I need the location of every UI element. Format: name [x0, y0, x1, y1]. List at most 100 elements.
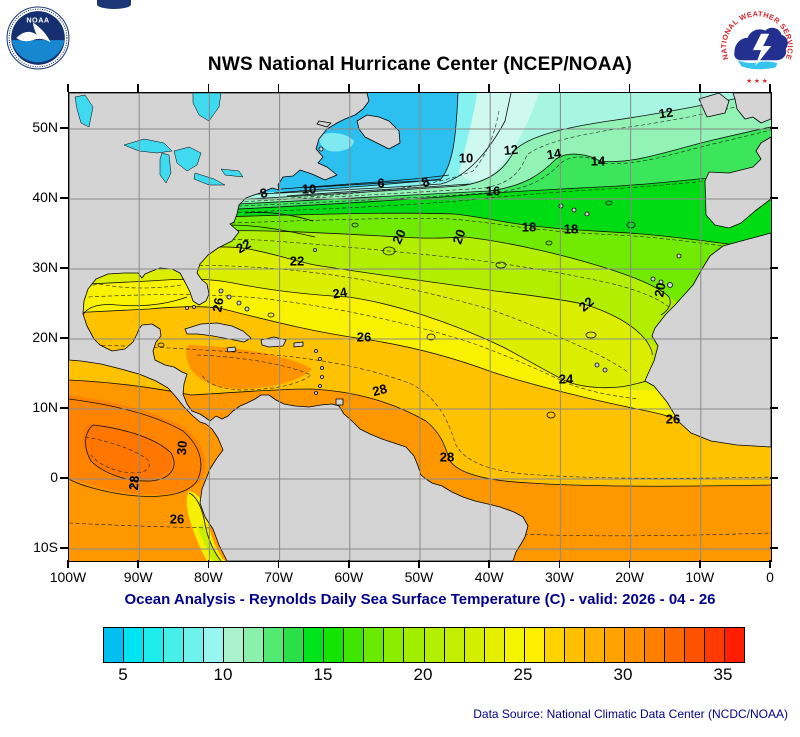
contour-label: 26 [666, 411, 680, 426]
map-tick [60, 477, 68, 479]
colorbar-cell [144, 628, 165, 662]
colorbar-cell [304, 628, 325, 662]
colorbar-tick-label: 30 [613, 665, 633, 684]
noaa-seagull-icon [16, 22, 51, 43]
colorbar-cell [484, 628, 505, 662]
noaa-logo-ring-text [8, 8, 68, 68]
lat-tick-label: 10N [32, 399, 58, 415]
map-tick [60, 547, 68, 549]
map-tick [628, 560, 631, 568]
map-tick [60, 267, 68, 269]
contour-lines [69, 93, 771, 561]
lon-tick-label: 20W [615, 569, 644, 585]
lat-tick-label: 40N [32, 189, 58, 205]
map-tick [418, 84, 420, 92]
lon-tick-label: 30W [544, 569, 574, 585]
colorbar-tick-label: 15 [313, 665, 333, 684]
contour-label: 20 [389, 227, 409, 246]
map-tick [60, 407, 68, 409]
contour-label: 24 [559, 371, 574, 386]
map-tick [769, 560, 771, 568]
lon-tick-label: 90W [123, 569, 153, 585]
map-tick [488, 560, 490, 568]
map-tick [207, 84, 210, 92]
colorbar-cell [344, 628, 365, 662]
nws-logo-icon: NATIONAL WEATHER SERVICE ★ ★ ★ [715, 5, 799, 89]
map-tick [770, 267, 778, 269]
map-tick [770, 197, 778, 199]
contour-label: 10 [302, 181, 316, 196]
noaa-logo-icon: NOAA [6, 6, 70, 70]
contour-label: 12 [503, 142, 519, 158]
contour-label: 26 [170, 511, 184, 526]
map-tick [770, 337, 778, 339]
colorbar-cell [564, 628, 585, 662]
colorbar-cell [164, 628, 185, 662]
lon-tick-label: 10W [685, 569, 715, 585]
map-tick [277, 84, 280, 92]
colorbar-cell [684, 628, 705, 662]
map-tick [769, 84, 771, 92]
grid-lines [69, 93, 771, 561]
map-tick [67, 84, 69, 92]
noaa-logo-ocean [11, 40, 65, 63]
partial-emblem [97, 0, 131, 9]
contour-label: 20 [651, 281, 668, 298]
colorbar-cell [384, 628, 405, 662]
colorbar-tick-label: 5 [118, 665, 128, 684]
contour-label: 26 [357, 329, 371, 344]
colorbar-cell [724, 628, 744, 662]
map-tick [207, 560, 210, 568]
map-tick [137, 560, 139, 568]
map-tick [277, 560, 280, 568]
contour-label: 28 [371, 381, 389, 399]
contour-label: 14 [591, 153, 606, 168]
nws-stars: ★ ★ ★ [746, 77, 768, 85]
contour-label: 10 [459, 150, 473, 165]
colorbar-cell [644, 628, 665, 662]
lon-tick-label: 50W [404, 569, 434, 585]
map-caption: Ocean Analysis - Reynolds Daily Sea Surf… [124, 591, 716, 608]
page-title: NWS National Hurricane Center (NCEP/NOAA… [207, 54, 633, 75]
colorbar-cell [404, 628, 425, 662]
contour-label: 18 [564, 221, 578, 236]
colorbar-cell [464, 628, 485, 662]
map-tick [770, 477, 778, 479]
colorbar-cell [664, 628, 685, 662]
colorbar-cell [504, 628, 525, 662]
map-tick [348, 560, 350, 568]
contour-label: 6 [377, 175, 384, 190]
ocean-temperature-bands [69, 93, 771, 561]
colorbar-cell [544, 628, 565, 662]
map-tick [418, 560, 420, 568]
colorbar-cell [424, 628, 445, 662]
colorbar-cell [704, 628, 725, 662]
colorbar-cell [284, 628, 305, 662]
colorbar-cell [204, 628, 225, 662]
contour-label: 22 [233, 236, 253, 256]
contour-label: 14 [546, 145, 563, 162]
map-tick [628, 84, 631, 92]
lat-tick-label: 20N [32, 329, 58, 345]
lon-tick-label: 70W [264, 569, 293, 585]
contour-label: 18 [522, 219, 536, 234]
map-tick [137, 84, 139, 92]
colorbar-tick-label: 35 [713, 665, 733, 684]
contour-label: 12 [658, 105, 674, 122]
colorbar-cell [604, 628, 625, 662]
colorbar-cell [184, 628, 205, 662]
map-tick [770, 127, 778, 129]
map-tick [699, 84, 701, 92]
colorbar-cell [244, 628, 265, 662]
temperature-colorbar [103, 627, 745, 663]
lon-tick-label: 100W [49, 569, 87, 585]
colorbar-cell [104, 628, 125, 662]
colorbar-tick-label: 25 [513, 665, 533, 684]
colorbar-cell [364, 628, 385, 662]
colorbar-cell [124, 628, 145, 662]
colorbar-tick-label: 10 [213, 665, 233, 684]
map-tick [558, 560, 561, 568]
lon-tick-label: 0 [766, 569, 774, 585]
nws-lightning-icon [752, 33, 772, 67]
lat-tick-label: 30N [32, 259, 58, 275]
